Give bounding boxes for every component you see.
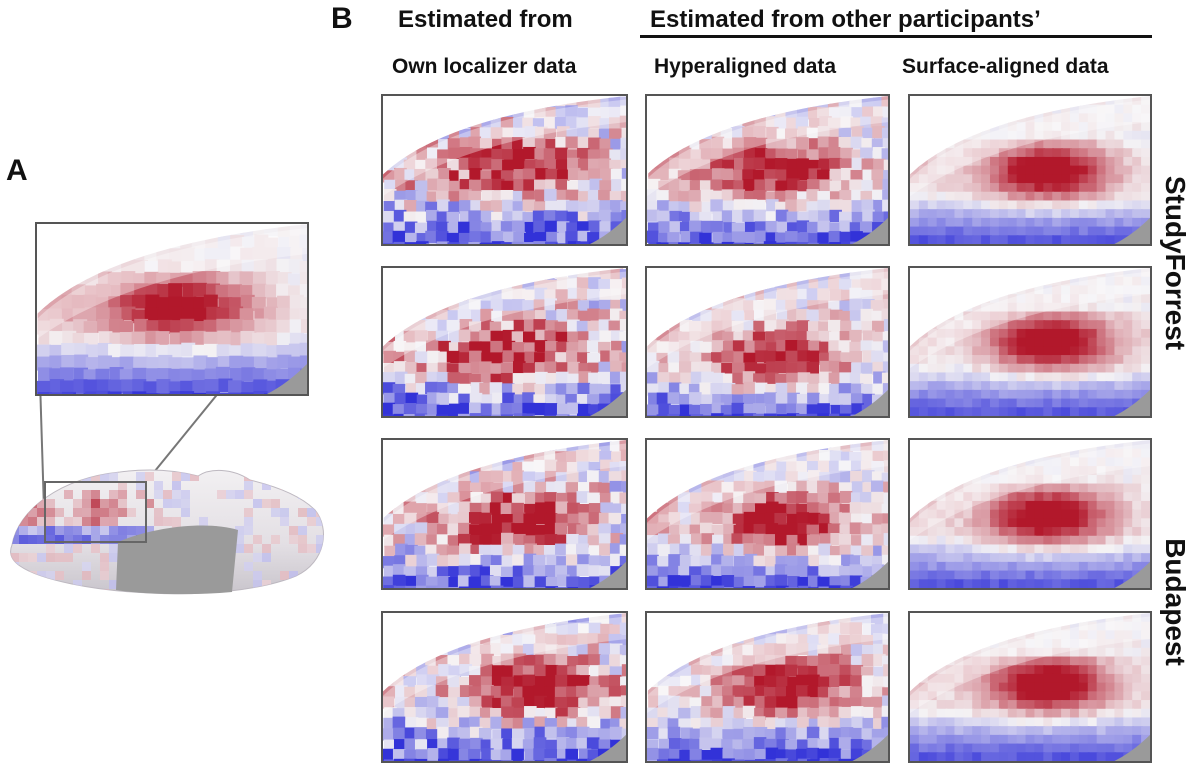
map-row4-hyperaligned: [645, 611, 890, 763]
map-row4-own-localizer: [381, 611, 628, 763]
map-row1-own-localizer: [381, 94, 628, 246]
inflated-brain-surface: [10, 469, 324, 595]
header-estimated-from: Estimated from: [398, 6, 573, 33]
masked-region: [852, 389, 888, 416]
map-row3-surface-aligned: [908, 438, 1152, 590]
masked-region: [1114, 561, 1150, 588]
row-label-studyforrest: StudyForrest: [1160, 175, 1191, 351]
panel-b-letter: B: [331, 2, 353, 35]
masked-region: [1114, 734, 1150, 761]
masked-region: [590, 561, 626, 588]
surface-map-patches: [647, 96, 888, 244]
panel-a-letter: A: [6, 154, 28, 187]
map-row3-own-localizer: [381, 438, 628, 590]
column-label-surface-aligned: Surface-aligned data: [902, 55, 1109, 78]
masked-region: [852, 217, 888, 244]
map-row4-surface-aligned: [908, 611, 1152, 763]
masked-region: [1114, 217, 1150, 244]
zoom-region-box: [44, 481, 147, 543]
map-row3-hyperaligned: [645, 438, 890, 590]
masked-region: [590, 389, 626, 416]
column-label-hyperaligned: Hyperaligned data: [654, 55, 837, 78]
map-row1-surface-aligned: [908, 94, 1152, 246]
header-underline: [640, 35, 1152, 38]
panel-a-figure: [10, 283, 324, 595]
masked-region: [590, 217, 626, 244]
column-label-own-localizer: Own localizer data: [392, 55, 577, 78]
map-row2-hyperaligned: [645, 266, 890, 418]
header-estimated-from-others: Estimated from other participants’: [650, 6, 1041, 33]
map-row2-surface-aligned: [908, 266, 1152, 418]
map-row2-own-localizer: [381, 266, 628, 418]
masked-region: [267, 364, 307, 394]
panel-a-inset: [35, 222, 309, 396]
row-label-budapest: Budapest: [1160, 538, 1191, 666]
masked-region: [852, 561, 888, 588]
map-row1-hyperaligned: [645, 94, 890, 246]
masked-region: [590, 734, 626, 761]
masked-region: [852, 734, 888, 761]
masked-region: [1114, 389, 1150, 416]
